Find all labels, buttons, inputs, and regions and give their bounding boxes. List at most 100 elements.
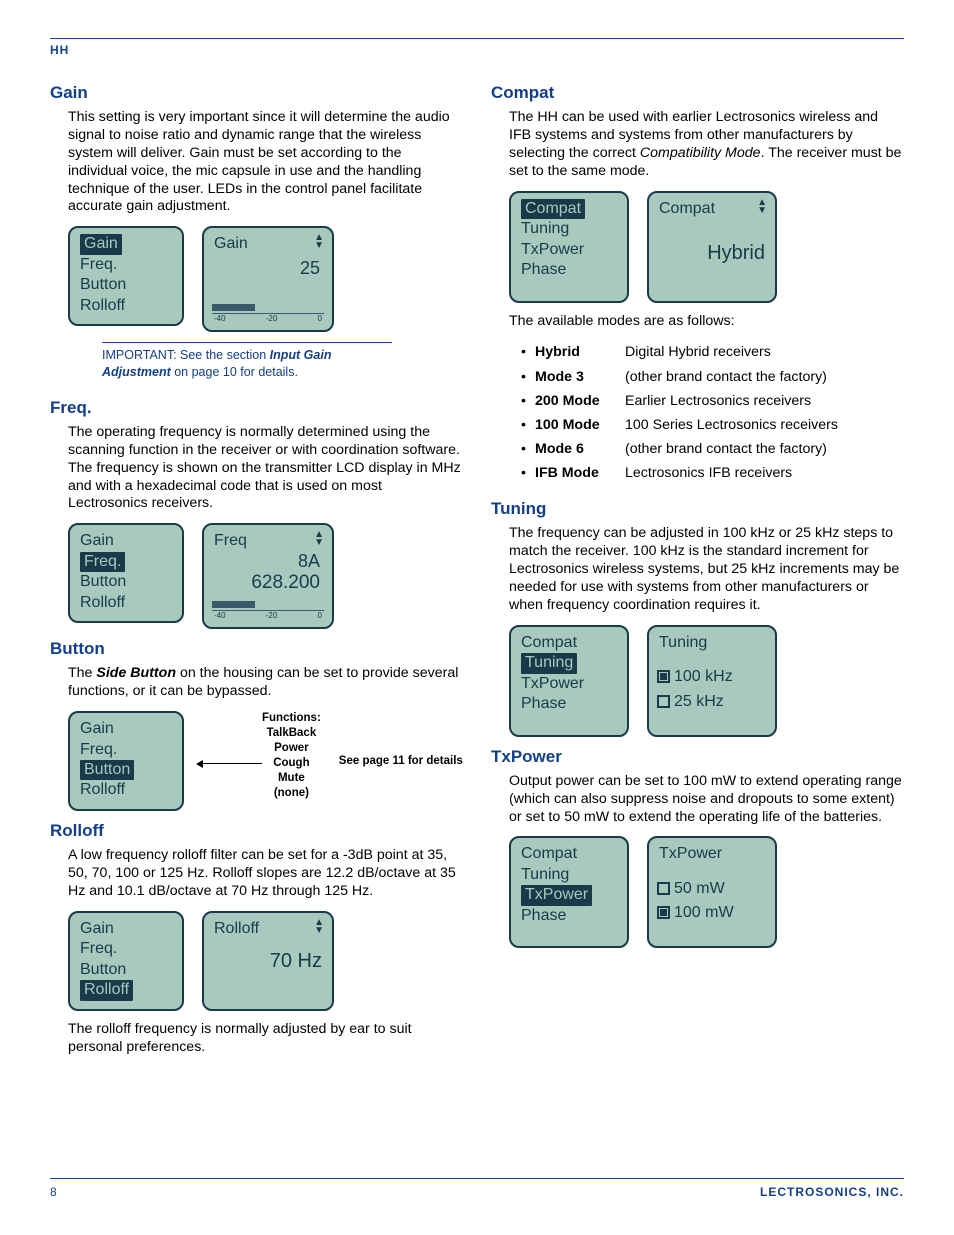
- mode-key: IFB Mode: [535, 461, 625, 485]
- menu-phase: Phase: [519, 906, 619, 926]
- tick: -40: [214, 314, 226, 324]
- freq-hex: 8A: [212, 550, 324, 573]
- menu-rolloff: Rolloff: [78, 593, 174, 613]
- rolloff-detail-title: Rolloff: [212, 920, 261, 937]
- menu-gain: Gain: [78, 719, 174, 739]
- option-label: 100 mW: [674, 904, 734, 921]
- txpower-detail-lcd: TxPower 50 mW 100 mW: [647, 836, 777, 948]
- page-number: 8: [50, 1185, 57, 1199]
- mode-val: (other brand contact the factory): [625, 365, 827, 389]
- rolloff-value: 70 Hz: [212, 949, 324, 975]
- compat-menu-lcd: Compat Tuning TxPower Phase: [509, 191, 629, 303]
- mode-key: Mode 3: [535, 365, 625, 389]
- menu-compat: Compat: [521, 199, 585, 219]
- see-page-note: See page 11 for details: [339, 754, 463, 769]
- gain-heading: Gain: [50, 83, 463, 103]
- txpower-menu-lcd: Compat Tuning TxPower Phase: [509, 836, 629, 948]
- compat-heading: Compat: [491, 83, 904, 103]
- rolloff-detail-lcd: Rolloff ▲▼ 70 Hz: [202, 911, 334, 1011]
- menu-tuning: Tuning: [519, 865, 619, 885]
- menu-tuning: Tuning: [521, 653, 577, 673]
- gain-detail-title: Gain: [212, 235, 250, 252]
- body-text: The: [68, 665, 96, 681]
- tuning-detail-title: Tuning: [657, 634, 709, 651]
- menu-rolloff: Rolloff: [78, 296, 174, 316]
- compat-value: Hybrid: [657, 241, 767, 267]
- mode-val: 100 Series Lectrosonics receivers: [625, 413, 838, 437]
- menu-rolloff: Rolloff: [78, 780, 174, 800]
- menu-button: Button: [78, 275, 174, 295]
- mode-key: 200 Mode: [535, 389, 625, 413]
- tuning-detail-lcd: Tuning 100 kHz 25 kHz: [647, 625, 777, 737]
- function-item: TalkBack: [262, 726, 321, 741]
- compat-modes-intro: The available modes are as follows:: [509, 313, 904, 331]
- menu-phase: Phase: [519, 694, 619, 714]
- menu-freq: Freq.: [78, 939, 174, 959]
- menu-txpower: TxPower: [521, 885, 592, 905]
- freq-heading: Freq.: [50, 398, 463, 418]
- checkbox-icon: [657, 695, 670, 708]
- menu-button: Button: [78, 960, 174, 980]
- compat-modes-list: •HybridDigital Hybrid receivers •Mode 3(…: [521, 340, 904, 485]
- note-text: IMPORTANT: See the section: [102, 348, 270, 362]
- option-label: 25 kHz: [674, 693, 724, 710]
- compat-detail-title: Compat: [657, 200, 717, 217]
- gain-detail-lcd: Gain ▲▼ 25 -40 -20 0: [202, 226, 334, 332]
- menu-button: Button: [80, 760, 134, 780]
- menu-button: Button: [78, 572, 174, 592]
- tuning-lcd-row: Compat Tuning TxPower Phase Tuning 100 k…: [509, 625, 904, 737]
- button-menu-lcd: Gain Freq. Button Rolloff: [68, 711, 184, 811]
- menu-phase: Phase: [519, 260, 619, 280]
- gain-note: IMPORTANT: See the section Input Gain Ad…: [102, 343, 392, 380]
- txpower-body: Output power can be set to 100 mW to ext…: [509, 773, 904, 827]
- tick: 0: [318, 314, 322, 324]
- mode-val: (other brand contact the factory): [625, 437, 827, 461]
- freq-detail-lcd: Freq ▲▼ 8A 628.200 -40 -20 0: [202, 523, 334, 629]
- menu-gain: Gain: [78, 919, 174, 939]
- mode-key: Mode 6: [535, 437, 625, 461]
- tick: -20: [266, 314, 278, 324]
- header-rule: [50, 38, 904, 39]
- gain-meter: -40 -20 0: [212, 304, 324, 324]
- gain-body: This setting is very important since it …: [68, 109, 463, 216]
- left-column: Gain This setting is very important sinc…: [50, 75, 463, 1067]
- button-heading: Button: [50, 639, 463, 659]
- tick: 0: [318, 611, 322, 621]
- rolloff-lcd-row: Gain Freq. Button Rolloff Rolloff ▲▼ 70 …: [68, 911, 463, 1011]
- button-body: The Side Button on the housing can be se…: [68, 665, 463, 701]
- menu-compat: Compat: [519, 633, 619, 653]
- freq-menu-lcd: Gain Freq. Button Rolloff: [68, 523, 184, 623]
- function-item: (none): [262, 786, 321, 801]
- updown-icon: ▲▼: [757, 199, 767, 215]
- rolloff-menu-lcd: Gain Freq. Button Rolloff: [68, 911, 184, 1011]
- header-label: HH: [50, 43, 904, 57]
- option-label: 50 mW: [674, 880, 725, 897]
- function-item: Power: [262, 741, 321, 756]
- mode-key: Hybrid: [535, 340, 625, 364]
- menu-gain: Gain: [80, 234, 122, 254]
- tuning-heading: Tuning: [491, 499, 904, 519]
- menu-rolloff: Rolloff: [80, 980, 133, 1000]
- txpower-lcd-row: Compat Tuning TxPower Phase TxPower 50 m…: [509, 836, 904, 948]
- rolloff-body: A low frequency rolloff filter can be se…: [68, 847, 463, 901]
- checkbox-icon: [657, 906, 670, 919]
- menu-gain: Gain: [78, 531, 174, 551]
- gain-lcd-row: Gain Freq. Button Rolloff Gain ▲▼ 25 -40…: [68, 226, 463, 332]
- mode-val: Digital Hybrid receivers: [625, 340, 771, 364]
- footer-brand: LECTROSONICS, INC.: [760, 1185, 904, 1199]
- checkbox-icon: [657, 670, 670, 683]
- function-item: Cough: [262, 756, 321, 771]
- gain-menu-lcd: Gain Freq. Button Rolloff: [68, 226, 184, 326]
- updown-icon: ▲▼: [314, 234, 324, 250]
- freq-body: The operating frequency is normally dete…: [68, 424, 463, 513]
- option-label: 100 kHz: [674, 668, 733, 685]
- button-lcd-row: Gain Freq. Button Rolloff Functions: Tal…: [68, 711, 463, 811]
- freq-meter: -40 -20 0: [212, 601, 324, 621]
- compat-detail-lcd: Compat ▲▼ Hybrid: [647, 191, 777, 303]
- page-footer: 8 LECTROSONICS, INC.: [50, 1178, 904, 1199]
- txpower-detail-title: TxPower: [657, 845, 724, 862]
- mode-val: Lectrosonics IFB receivers: [625, 461, 792, 485]
- body-bold: Side Button: [96, 665, 176, 681]
- menu-freq: Freq.: [78, 740, 174, 760]
- mode-val: Earlier Lectrosonics receivers: [625, 389, 811, 413]
